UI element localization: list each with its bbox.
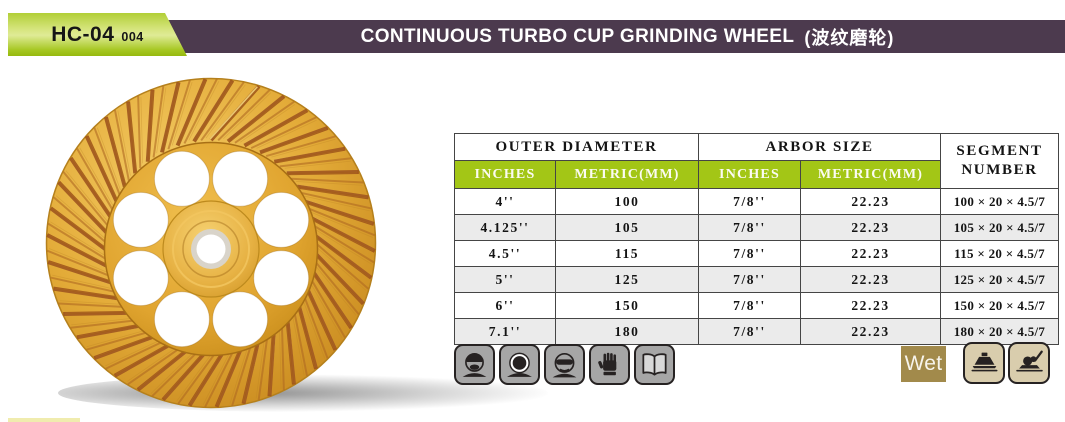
spec-cell: 105 (555, 214, 699, 241)
spec-cell: 115 × 20 × 4.5/7 (940, 240, 1059, 267)
next-section-tab-edge (8, 418, 80, 422)
spec-cell: 7/8'' (698, 188, 801, 215)
turbo-segment-stripes (46, 78, 376, 408)
spec-cell: 150 × 20 × 4.5/7 (940, 292, 1059, 319)
spec-row: 4.125'' 105 7/8'' 22.23 105 × 20 × 4.5/7 (454, 214, 1059, 241)
gloves-icon (589, 344, 630, 385)
spec-table: OUTER DIAMETER ARBOR SIZE SEGMENT NUMBER… (454, 133, 1059, 345)
spec-row: 4'' 100 7/8'' 22.23 100 × 20 × 4.5/7 (454, 188, 1059, 215)
col-header-od-metric: METRIC(MM) (555, 160, 699, 189)
wet-label: Wet (904, 352, 943, 375)
cup-wheel-icon (963, 342, 1005, 384)
spec-cell: 100 (555, 188, 699, 215)
hub-ring (172, 210, 250, 288)
model-code: 004 (121, 29, 144, 44)
instruction-manual-icon (634, 344, 675, 385)
goggles-icon (544, 344, 585, 385)
page-title-chinese: (波纹磨轮) (804, 27, 895, 48)
col-header-arbor-metric: METRIC(MM) (800, 160, 941, 189)
spec-cell: 7/8'' (698, 240, 801, 267)
spec-cell: 7.1'' (454, 318, 556, 345)
model-number: HC-04 (51, 22, 115, 46)
spec-cell: 4'' (454, 188, 556, 215)
cup-grinding-wheel-photo (45, 77, 377, 409)
usage-icons-row (963, 342, 1050, 384)
safety-icons-row (454, 344, 675, 385)
col-header-od-inches: INCHES (454, 160, 556, 189)
group-header-row: OUTER DIAMETER ARBOR SIZE SEGMENT NUMBER (454, 133, 1059, 189)
safety-helmet-icon (499, 344, 540, 385)
spec-cell: 5'' (454, 266, 556, 293)
spec-cell: 22.23 (800, 214, 941, 241)
spec-cell: 4.125'' (454, 214, 556, 241)
spec-cell: 125 × 20 × 4.5/7 (940, 266, 1059, 293)
col-header-arbor-inches: INCHES (698, 160, 801, 189)
floor-grinder-icon (1008, 342, 1050, 384)
spec-cell: 7/8'' (698, 266, 801, 293)
spec-cell: 180 (555, 318, 699, 345)
spec-cell: 7/8'' (698, 214, 801, 241)
arbor-hole (196, 234, 226, 264)
spec-cell: 22.23 (800, 318, 941, 345)
spec-row: 5'' 125 7/8'' 22.23 125 × 20 × 4.5/7 (454, 266, 1059, 293)
col-group-segment-number: SEGMENT NUMBER (940, 133, 1059, 189)
spec-cell: 22.23 (800, 240, 941, 267)
page-title: CONTINUOUS TURBO CUP GRINDING WHEEL (360, 25, 795, 47)
spec-cell: 22.23 (800, 188, 941, 215)
spec-cell: 105 × 20 × 4.5/7 (940, 214, 1059, 241)
title-banner: CONTINUOUS TURBO CUP GRINDING WHEEL (波纹磨… (120, 20, 1065, 53)
spec-cell: 22.23 (800, 292, 941, 319)
col-group-outer-diameter: OUTER DIAMETER (454, 133, 699, 161)
spec-cell: 100 × 20 × 4.5/7 (940, 188, 1059, 215)
model-tab: HC-04 004 (8, 13, 187, 56)
spec-cell: 22.23 (800, 266, 941, 293)
spec-cell: 125 (555, 266, 699, 293)
spec-cell: 7/8'' (698, 292, 801, 319)
sub-header-row: INCHES METRIC(MM) INCHES METRIC(MM) (454, 160, 1059, 189)
spec-row: 6'' 150 7/8'' 22.23 150 × 20 × 4.5/7 (454, 292, 1059, 319)
spec-row: 4.5'' 115 7/8'' 22.23 115 × 20 × 4.5/7 (454, 240, 1059, 267)
dust-mask-icon (454, 344, 495, 385)
spec-cell: 4.5'' (454, 240, 556, 267)
spec-cell: 7/8'' (698, 318, 801, 345)
spec-cell: 150 (555, 292, 699, 319)
spec-cell: 180 × 20 × 4.5/7 (940, 318, 1059, 345)
hub-ring-inner (182, 220, 240, 278)
spec-cell: 6'' (454, 292, 556, 319)
wet-badge: Wet (901, 346, 946, 382)
col-group-arbor-size: ARBOR SIZE (698, 133, 941, 161)
spec-cell: 115 (555, 240, 699, 267)
spec-row: 7.1'' 180 7/8'' 22.23 180 × 20 × 4.5/7 (454, 318, 1059, 345)
wheel-holes (112, 150, 310, 348)
